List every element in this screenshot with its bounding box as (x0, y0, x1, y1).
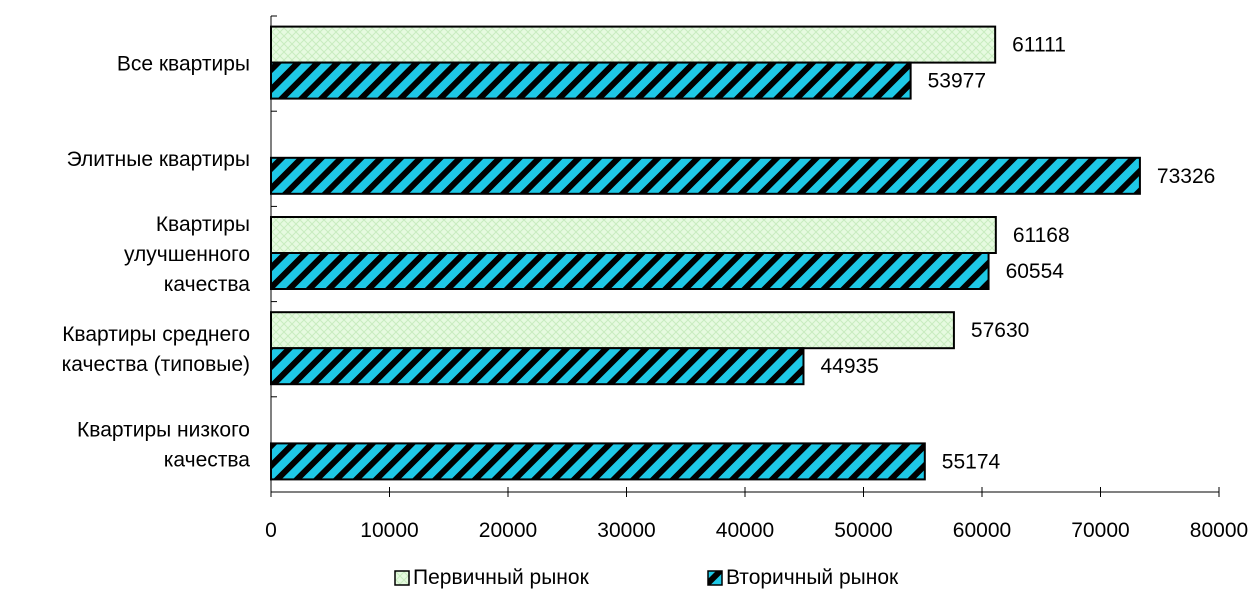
legend-label: Первичный рынок (413, 566, 590, 589)
bar-secondary (270, 156, 1141, 195)
value-tick-label: 70000 (1071, 519, 1129, 542)
bar-primary (270, 311, 955, 350)
bar-primary (270, 216, 997, 254)
value-label: 60554 (1006, 260, 1065, 283)
category-label: Квартиры среднего качества (типовые) (62, 323, 250, 376)
bar-secondary (270, 61, 912, 100)
value-label: 61111 (1012, 34, 1066, 57)
value-tick-label: 0 (265, 519, 277, 542)
labels: Все квартиры Элитные квартиры Квартиры улуч… (62, 34, 1216, 474)
bar-secondary (270, 442, 926, 481)
value-tick-label: 60000 (953, 519, 1011, 542)
category-label: Все квартиры (117, 53, 250, 76)
value-tick-label: 40000 (716, 519, 774, 542)
bars (270, 25, 1141, 481)
legend: Первичный рынок Вторичный рынок (394, 566, 899, 589)
category-label: Элитные квартиры (67, 148, 250, 171)
category-label: Квартиры улучшенного качества (124, 213, 250, 296)
bar-primary (270, 25, 997, 64)
legend-swatch-secondary (707, 570, 723, 586)
value-tick-label: 50000 (834, 519, 892, 542)
value-label: 57630 (971, 319, 1029, 342)
bar-secondary (270, 347, 805, 386)
value-label: 55174 (942, 450, 1001, 473)
value-label: 44935 (820, 355, 878, 378)
legend-swatch-primary (394, 570, 410, 586)
value-label: 73326 (1157, 165, 1215, 188)
legend-label: Вторичный рынок (726, 566, 899, 589)
category-label: Квартиры низкого качества (77, 418, 250, 471)
value-tick-label: 30000 (597, 519, 655, 542)
bar-secondary (270, 252, 990, 290)
value-tick-label: 10000 (360, 519, 418, 542)
value-tick-label: 80000 (1190, 519, 1248, 542)
axes: 0 10000 20000 30000 40000 50000 60000 70000 8000… (265, 15, 1248, 542)
value-tick-label: 20000 (479, 519, 537, 542)
value-label: 53977 (928, 70, 986, 93)
value-label: 61168 (1013, 224, 1070, 247)
